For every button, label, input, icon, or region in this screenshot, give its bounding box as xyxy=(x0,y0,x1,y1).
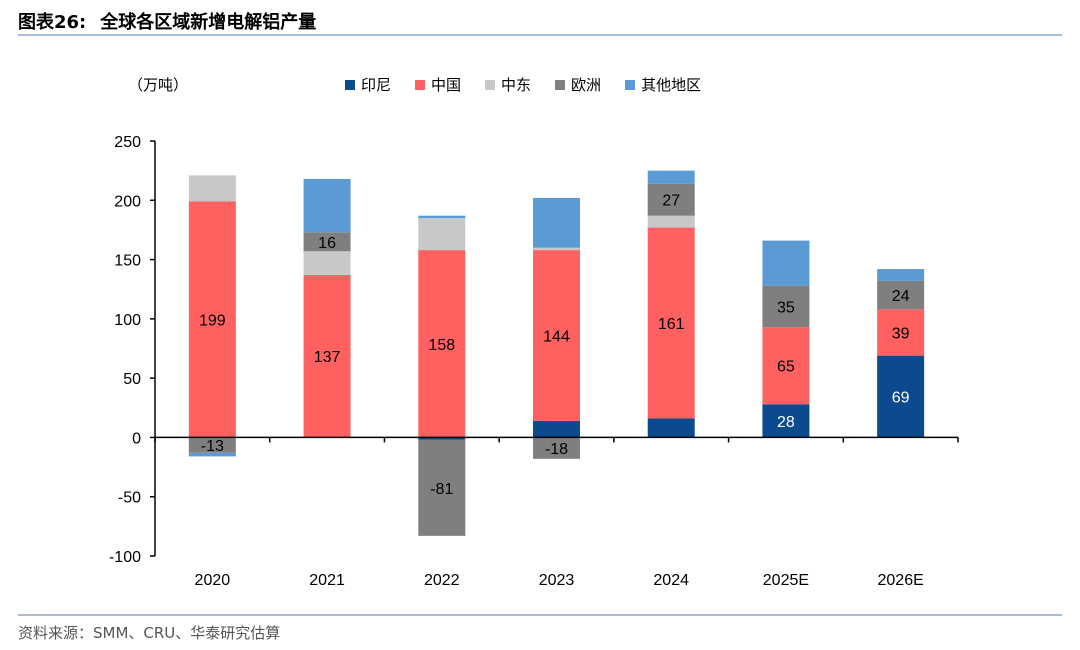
bar-segment xyxy=(418,215,466,219)
data-label: 28 xyxy=(777,414,795,431)
bar-segment xyxy=(303,274,351,438)
bar-segment xyxy=(762,404,810,438)
data-label: -13 xyxy=(201,438,224,455)
data-label: 158 xyxy=(428,337,455,354)
legend-swatch xyxy=(415,79,426,90)
legend-item: 欧洲 xyxy=(555,74,601,95)
bar-segment xyxy=(877,355,925,438)
bar-segment xyxy=(533,420,580,438)
bar-segment xyxy=(647,215,695,228)
y-tick-label: 200 xyxy=(114,193,141,210)
legend-label: 中国 xyxy=(431,76,462,94)
y-tick-label: 150 xyxy=(114,253,141,270)
data-label: 65 xyxy=(777,359,795,376)
x-tick-label: 2025E xyxy=(763,572,809,589)
bar-segment xyxy=(877,280,925,310)
bar-segment xyxy=(418,439,466,536)
x-tick-label: 2020 xyxy=(195,572,231,589)
legend-swatch xyxy=(485,79,496,90)
legend-item: 其他地区 xyxy=(625,74,701,95)
bar-segment xyxy=(188,201,236,438)
bar-segment xyxy=(647,183,695,216)
bar-segment xyxy=(303,251,351,275)
figure-label: 图表26: xyxy=(18,12,87,33)
x-tick-label: 2026E xyxy=(878,572,924,589)
figure-title: 图表26: 全球各区域新增电解铝产量 xyxy=(18,8,316,34)
bar-segment xyxy=(762,240,810,286)
bar-segment xyxy=(533,197,580,248)
bar-segment xyxy=(647,227,695,419)
data-label: 69 xyxy=(892,390,910,407)
bar-segment xyxy=(303,232,351,252)
bar-segment xyxy=(303,178,351,233)
data-label: 24 xyxy=(892,288,910,305)
data-label: 35 xyxy=(777,299,795,316)
data-label: 144 xyxy=(543,328,570,345)
bar-segment xyxy=(647,418,695,438)
x-tick-label: 2022 xyxy=(424,572,460,589)
x-tick-label: 2024 xyxy=(653,572,689,589)
legend-swatch xyxy=(555,79,566,90)
figure-title-text: 全球各区域新增电解铝产量 xyxy=(100,12,317,33)
legend-label: 欧洲 xyxy=(571,76,602,94)
x-tick-label: 2021 xyxy=(309,572,345,589)
y-tick-label: 250 xyxy=(114,134,141,151)
legend-item: 中东 xyxy=(485,74,531,95)
legend-item: 印尼 xyxy=(345,74,391,95)
legend-label: 中东 xyxy=(501,76,532,94)
y-tick-label: 50 xyxy=(123,371,141,388)
unit-label: （万吨） xyxy=(128,76,189,94)
bar-segment xyxy=(762,285,810,328)
y-tick-label: -50 xyxy=(118,490,141,507)
figure-header: 图表26: 全球各区域新增电解铝产量 xyxy=(18,4,1062,36)
legend-label: 印尼 xyxy=(361,76,392,94)
bar-segment xyxy=(762,327,810,405)
data-label: -81 xyxy=(430,481,453,498)
legend-swatch xyxy=(345,79,355,90)
bar-segment xyxy=(647,170,695,184)
bar-segment xyxy=(877,309,925,356)
data-label: -18 xyxy=(545,441,568,458)
data-label: 161 xyxy=(658,316,685,333)
bar-segment xyxy=(188,452,236,457)
data-label: 137 xyxy=(314,349,341,366)
data-label: 199 xyxy=(199,312,226,329)
source-note: 资料来源：SMM、CRU、华泰研究估算 xyxy=(18,624,281,642)
stacked-bar-chart: 250 200 150 100 50 0 -50 -100 199 -13 2020 137 16 202… xyxy=(109,134,959,589)
legend-item: 中国 xyxy=(415,74,461,95)
y-tick-label: -100 xyxy=(109,549,141,566)
bar-segment xyxy=(533,437,580,459)
footer-divider xyxy=(18,614,1062,616)
bar-segment xyxy=(877,269,925,281)
bar-segment xyxy=(188,175,236,202)
bar-segment xyxy=(418,250,466,438)
data-label: 39 xyxy=(892,325,910,342)
bar-segment xyxy=(418,218,466,251)
legend-swatch xyxy=(625,79,636,90)
bar-segment xyxy=(418,437,466,440)
data-label: 27 xyxy=(662,193,680,210)
bar-segment xyxy=(188,437,236,453)
legend-label: 其他地区 xyxy=(641,76,702,94)
y-tick-label: 0 xyxy=(132,430,141,447)
chart-legend: 印尼 中国 中东 欧洲 其他地区 xyxy=(345,74,701,95)
x-tick-label: 2023 xyxy=(539,572,575,589)
bar-segment xyxy=(533,250,580,421)
data-label: 16 xyxy=(318,235,336,252)
bar-segment xyxy=(533,247,580,251)
y-tick-label: 100 xyxy=(114,312,141,329)
